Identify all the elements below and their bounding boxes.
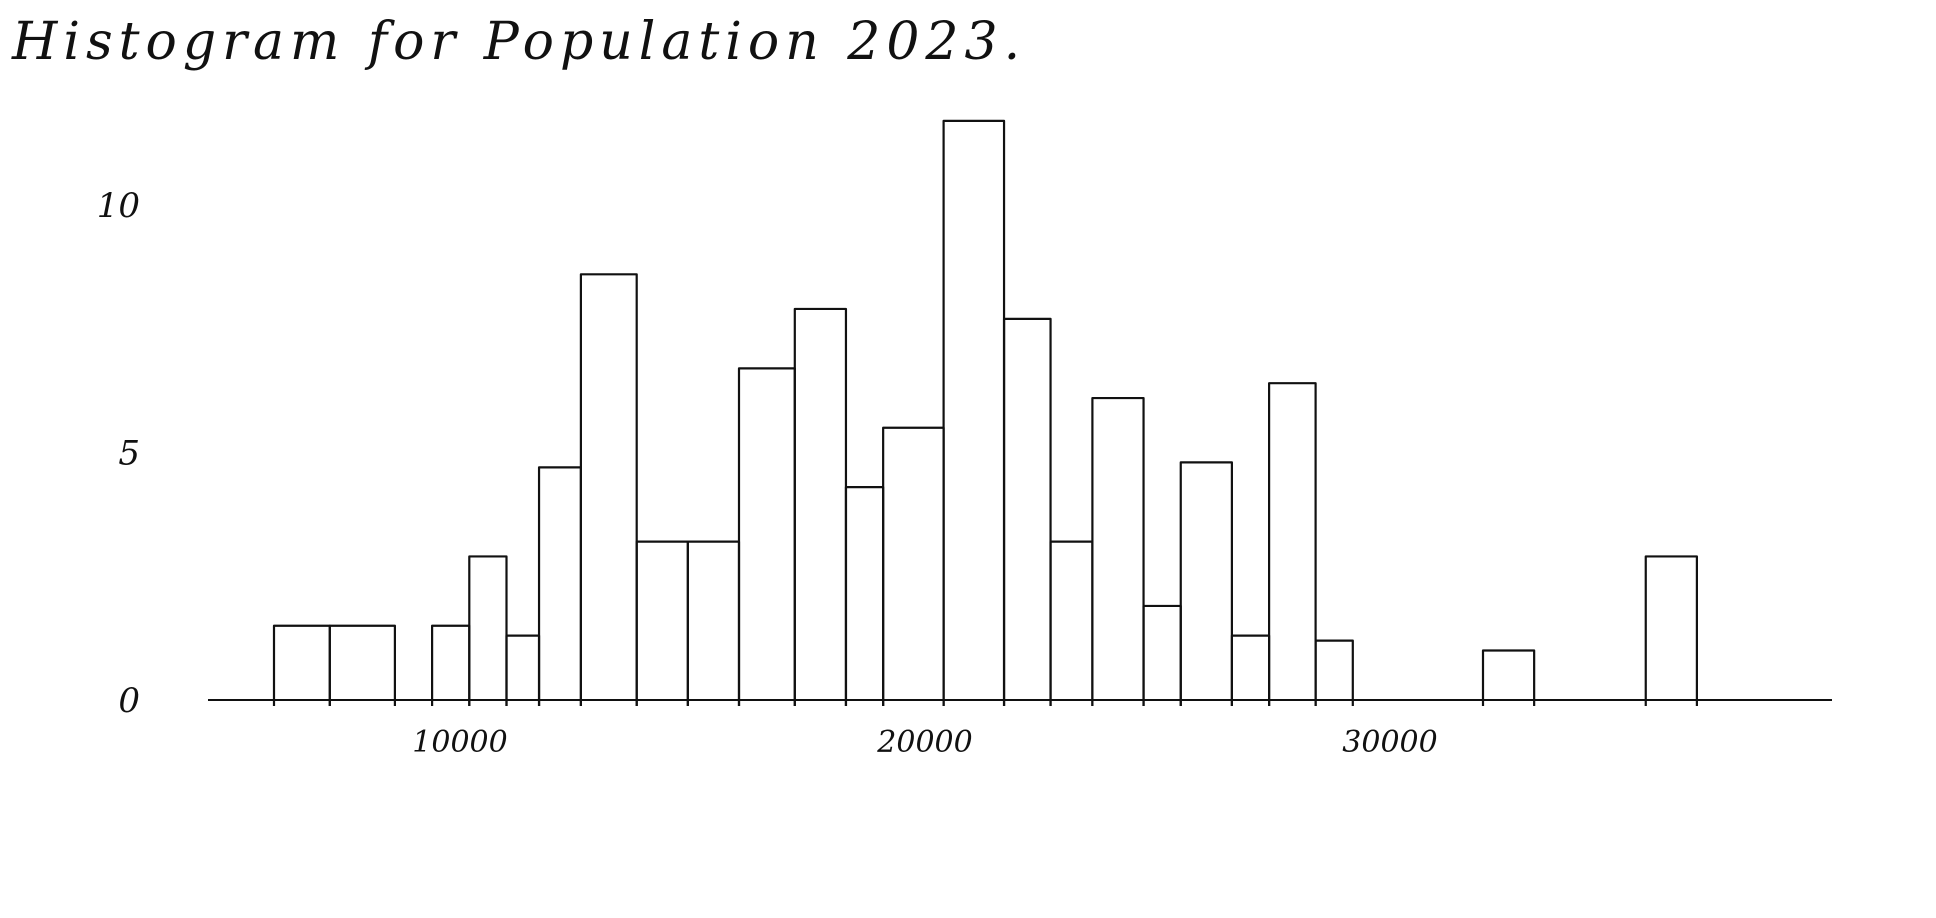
- x-tick-label: 20000: [876, 725, 972, 760]
- x-tick-label: 30000: [1342, 725, 1437, 760]
- histogram-bar: [793, 307, 848, 706]
- histogram-bar: [686, 540, 741, 706]
- y-axis-ticks: 0 5 10: [97, 186, 140, 721]
- histogram-bar: [844, 486, 885, 706]
- histogram-bar: [635, 540, 689, 706]
- histogram-bar: [1481, 649, 1536, 706]
- histogram-bar: [942, 119, 1006, 706]
- histogram-bar: [1091, 396, 1145, 706]
- histogram-bar: [1142, 604, 1182, 706]
- histogram-bar: [1230, 634, 1271, 706]
- histogram-bar: [579, 273, 638, 706]
- histogram-bar: [1049, 540, 1094, 706]
- histogram-bar: [1644, 555, 1698, 706]
- histogram-bar: [272, 624, 331, 706]
- histogram-bar: [1268, 382, 1317, 706]
- chart-title: Histogram for Population 2023.: [12, 12, 1027, 72]
- y-tick-label: 5: [118, 434, 140, 474]
- histogram-bar: [882, 426, 945, 706]
- y-tick-label: 0: [118, 681, 140, 721]
- x-tick-label: 10000: [412, 725, 507, 760]
- histogram-bar: [505, 634, 541, 706]
- histogram-bar: [1314, 639, 1354, 706]
- histogram-bar: [1179, 461, 1233, 706]
- x-axis-ticks: 10000 20000 30000: [412, 725, 1437, 760]
- histogram-bar: [537, 466, 582, 706]
- histogram-bar: [1002, 317, 1052, 706]
- bars-layer: [272, 119, 1698, 706]
- histogram-bar: [737, 367, 796, 706]
- y-tick-label: 10: [97, 186, 140, 226]
- histogram-bar: [431, 624, 471, 706]
- histogram-bar: [328, 624, 396, 706]
- histogram-bar: [468, 555, 508, 706]
